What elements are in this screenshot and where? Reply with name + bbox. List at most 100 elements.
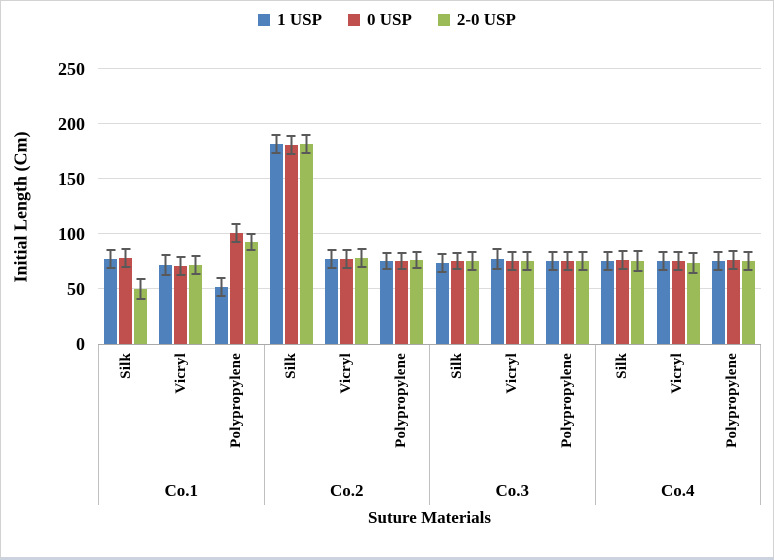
error-bar	[578, 251, 588, 271]
legend-swatch-icon	[258, 13, 271, 26]
error-bar	[246, 233, 256, 251]
error-bar-stem	[385, 254, 388, 268]
bar	[189, 255, 203, 344]
bar	[726, 250, 740, 344]
error-bar	[437, 253, 447, 273]
material-label: Polypropylene	[393, 353, 410, 448]
material-label-cell: Polypropylene	[540, 345, 595, 476]
error-bar	[548, 251, 558, 271]
y-tick-label: 250	[58, 59, 85, 79]
bar	[741, 251, 755, 344]
material-label: Polypropylene	[724, 353, 741, 448]
error-bar-stem	[179, 258, 182, 274]
bar-group	[595, 69, 761, 344]
bar	[631, 250, 645, 344]
legend-swatch-icon	[347, 13, 360, 26]
bar	[134, 278, 148, 344]
legend-swatch-icon	[437, 13, 450, 26]
error-bar	[522, 251, 532, 271]
error-bar	[271, 134, 281, 154]
company-label: Co.3	[495, 481, 530, 500]
error-bar	[492, 248, 502, 270]
bar-cluster	[319, 69, 374, 344]
legend-label: 1 USP	[277, 10, 322, 29]
bar-cluster	[430, 69, 485, 344]
gridline	[98, 233, 761, 234]
error-bar	[728, 250, 738, 270]
error-bar-stem	[526, 253, 529, 269]
material-label: Vicryl	[338, 353, 355, 394]
error-bar-stem	[732, 252, 735, 268]
error-bar-stem	[496, 250, 499, 268]
material-label-cell: Polypropylene	[209, 345, 264, 476]
material-labels-row: Silk Vicryl Polypropylene	[596, 345, 761, 476]
material-label: Vicryl	[503, 353, 520, 394]
error-bar	[603, 251, 613, 271]
material-label: Silk	[448, 353, 465, 379]
error-bar-stem	[220, 279, 223, 295]
error-bar	[618, 250, 628, 270]
bar	[104, 249, 118, 344]
error-bar-stem	[747, 253, 750, 269]
error-bar-stem	[360, 250, 363, 266]
legend-item: 0 USP	[347, 11, 412, 28]
gridline	[98, 288, 761, 289]
material-label: Vicryl	[172, 353, 189, 394]
error-bar-stem	[235, 225, 238, 241]
material-label-cell: Polypropylene	[374, 345, 429, 476]
error-bar-stem	[290, 137, 293, 153]
error-bar-stem	[551, 253, 554, 269]
error-bar-stem	[566, 253, 569, 269]
y-tick-label: 0	[76, 334, 85, 354]
error-bar	[382, 252, 392, 270]
bar	[244, 233, 258, 344]
material-label: Silk	[283, 353, 300, 379]
error-bar	[633, 250, 643, 272]
material-label: Silk	[117, 353, 134, 379]
bar	[546, 251, 560, 344]
error-bar	[286, 135, 296, 155]
bar	[576, 251, 590, 344]
y-axis-ticks: 0 50 100 150 200 250	[39, 60, 89, 353]
bar-group	[98, 69, 264, 344]
error-bar-stem	[441, 255, 444, 271]
error-bar-stem	[194, 257, 197, 273]
material-label-cell: Polypropylene	[705, 345, 760, 476]
bar	[159, 254, 173, 344]
error-bar-stem	[621, 252, 624, 268]
error-bar	[397, 252, 407, 270]
x-group: Silk Vicryl Polypropylene Co.2	[263, 345, 430, 505]
bar	[174, 256, 188, 344]
error-bar	[106, 249, 116, 269]
bar	[269, 134, 283, 344]
bar	[616, 250, 630, 344]
y-axis-title: Initial Length (Cm)	[10, 131, 31, 283]
bar	[450, 252, 464, 344]
bar	[284, 135, 298, 344]
gridline	[98, 178, 761, 179]
error-bar-stem	[345, 251, 348, 267]
y-tick-label: 200	[58, 114, 85, 134]
error-bar-stem	[139, 280, 142, 298]
gridline	[98, 123, 761, 124]
bars-layer	[98, 69, 761, 344]
error-bar	[161, 254, 171, 276]
error-bar-stem	[109, 251, 112, 267]
error-bar	[713, 251, 723, 271]
bar	[656, 251, 670, 344]
error-bar	[658, 251, 668, 271]
company-label: Co.4	[660, 481, 695, 500]
error-bar-stem	[456, 254, 459, 268]
error-bar	[121, 248, 131, 268]
bar	[214, 277, 228, 344]
bar	[119, 248, 133, 344]
bar-cluster	[485, 69, 540, 344]
material-label-cell: Vicryl	[650, 345, 705, 476]
company-label: Co.1	[164, 481, 199, 500]
error-bar-stem	[250, 235, 253, 249]
bar	[686, 252, 700, 344]
bar	[299, 134, 313, 344]
error-bar	[467, 251, 477, 271]
material-labels-row: Silk Vicryl Polypropylene	[99, 345, 264, 476]
